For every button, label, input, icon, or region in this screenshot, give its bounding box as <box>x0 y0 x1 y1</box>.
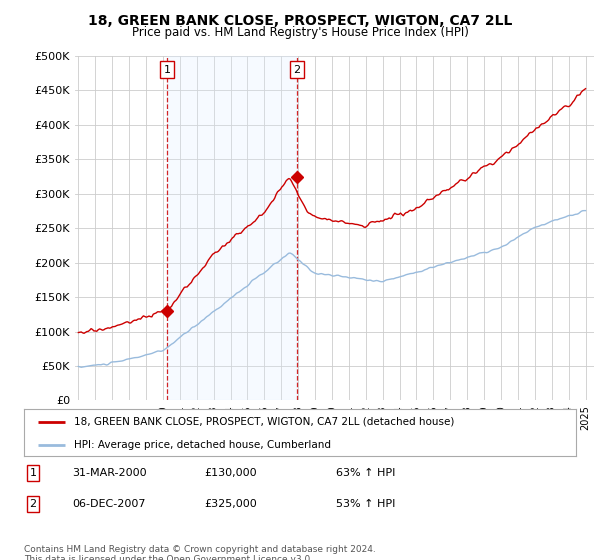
Text: Price paid vs. HM Land Registry's House Price Index (HPI): Price paid vs. HM Land Registry's House … <box>131 26 469 39</box>
Text: 06-DEC-2007: 06-DEC-2007 <box>72 499 146 509</box>
Text: 18, GREEN BANK CLOSE, PROSPECT, WIGTON, CA7 2LL: 18, GREEN BANK CLOSE, PROSPECT, WIGTON, … <box>88 14 512 28</box>
Text: £130,000: £130,000 <box>204 468 257 478</box>
Text: 2: 2 <box>29 499 37 509</box>
Text: HPI: Average price, detached house, Cumberland: HPI: Average price, detached house, Cumb… <box>74 440 331 450</box>
Text: £325,000: £325,000 <box>204 499 257 509</box>
Bar <box>167 56 297 400</box>
Text: 2: 2 <box>293 65 301 75</box>
Text: Contains HM Land Registry data © Crown copyright and database right 2024.
This d: Contains HM Land Registry data © Crown c… <box>24 545 376 560</box>
Text: 1: 1 <box>164 65 170 75</box>
Text: 53% ↑ HPI: 53% ↑ HPI <box>336 499 395 509</box>
Text: 31-MAR-2000: 31-MAR-2000 <box>72 468 146 478</box>
Text: 1: 1 <box>29 468 37 478</box>
Text: 63% ↑ HPI: 63% ↑ HPI <box>336 468 395 478</box>
Text: 18, GREEN BANK CLOSE, PROSPECT, WIGTON, CA7 2LL (detached house): 18, GREEN BANK CLOSE, PROSPECT, WIGTON, … <box>74 417 454 427</box>
